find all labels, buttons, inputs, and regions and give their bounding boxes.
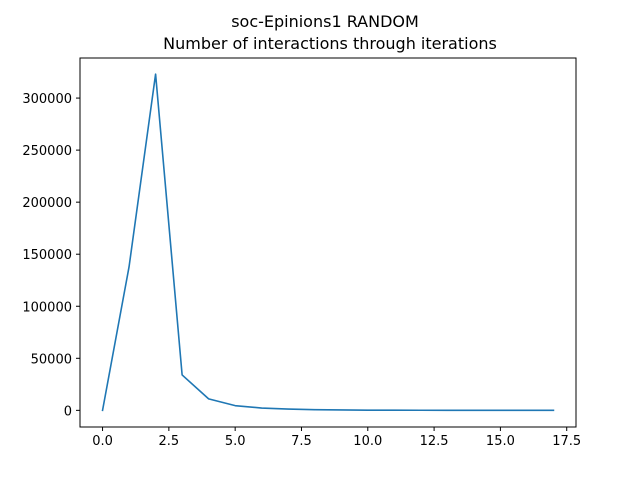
y-tick-label: 0: [64, 404, 72, 419]
x-tick-label: 17.5: [552, 434, 581, 449]
y-tick-label: 150000: [22, 248, 72, 263]
y-tick-label: 250000: [22, 144, 72, 159]
chart-title: soc-Epinions1 RANDOM: [231, 12, 419, 31]
chart-subtitle: Number of interactions through iteration…: [163, 34, 497, 53]
x-tick-label: 7.5: [291, 434, 312, 449]
series-layer: [101, 73, 555, 412]
x-tick-label: 10.0: [353, 434, 382, 449]
x-tick-label: 2.5: [159, 434, 180, 449]
x-tick-label: 15.0: [486, 434, 515, 449]
x-tick-label: 5.0: [225, 434, 246, 449]
y-tick-label: 300000: [22, 92, 72, 107]
x-tick-label: 12.5: [420, 434, 449, 449]
series-line: [101, 73, 555, 412]
y-tick-label: 100000: [22, 300, 72, 315]
y-tick-label: 200000: [22, 196, 72, 211]
x-axis: 0.0 2.5 5.0 7.5 10.0 12.5 15.0 17.5: [92, 427, 581, 449]
x-tick-label: 0.0: [92, 434, 113, 449]
y-axis: 0 50000 100000 150000 200000 250000 300000: [22, 92, 80, 419]
plot-frame: [79, 57, 577, 428]
y-tick-label: 50000: [31, 352, 72, 367]
